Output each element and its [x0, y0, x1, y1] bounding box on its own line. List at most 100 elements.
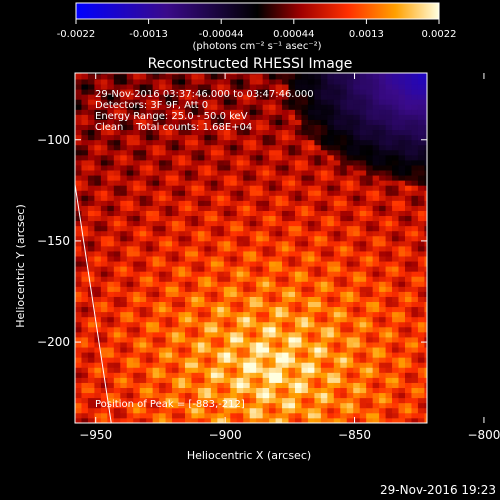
- heatmap-cell: [340, 104, 348, 110]
- heatmap-cell: [217, 301, 225, 308]
- heatmap-cell: [314, 134, 322, 141]
- heatmap-cell: [230, 316, 238, 323]
- heatmap-cell: [269, 154, 276, 161]
- heatmap-cell: [197, 256, 205, 262]
- heatmap-cell: [204, 347, 212, 353]
- heatmap-cell: [230, 311, 238, 318]
- heatmap-cell: [178, 89, 186, 95]
- heatmap-cell: [133, 367, 141, 373]
- heatmap-cell: [320, 210, 328, 217]
- heatmap-cell: [301, 240, 309, 247]
- heatmap-cell: [269, 352, 276, 358]
- heatmap-cell: [262, 215, 270, 222]
- heatmap-cell: [75, 357, 82, 363]
- heatmap-cell: [282, 94, 289, 100]
- heatmap-cell: [139, 129, 147, 136]
- heatmap-cell: [256, 392, 264, 399]
- heatmap-cell: [392, 402, 399, 409]
- heatmap-cell: [385, 205, 393, 211]
- heatmap-cell: [133, 392, 141, 399]
- heatmap-cell: [372, 357, 380, 363]
- heatmap-cell: [398, 210, 406, 217]
- heatmap-cell: [243, 357, 251, 363]
- heatmap-cell: [411, 99, 419, 105]
- heatmap-cell: [197, 230, 205, 237]
- heatmap-cell: [301, 407, 309, 414]
- heatmap-cell: [301, 159, 309, 166]
- heatmap-cell: [346, 306, 354, 313]
- heatmap-cell: [288, 407, 296, 414]
- heatmap-cell: [314, 139, 322, 146]
- heatmap-cell: [81, 286, 89, 292]
- heatmap-cell: [327, 170, 335, 176]
- heatmap-cell: [269, 185, 276, 191]
- heatmap-cell: [320, 109, 328, 115]
- heatmap-cell: [320, 261, 328, 267]
- heatmap-cell: [75, 124, 82, 131]
- heatmap-cell: [417, 89, 425, 95]
- heatmap-cell: [340, 251, 348, 257]
- heatmap-cell: [81, 306, 89, 313]
- heatmap-cell: [100, 251, 108, 257]
- heatmap-cell: [191, 296, 199, 303]
- heatmap-cell: [178, 266, 186, 272]
- heatmap-cell: [314, 276, 322, 282]
- heatmap-cell: [372, 109, 380, 115]
- heatmap-cell: [94, 230, 102, 237]
- heatmap-cell: [295, 342, 302, 348]
- heatmap-cell: [405, 412, 412, 419]
- heatmap-cell: [385, 337, 393, 343]
- heatmap-cell: [197, 392, 205, 399]
- heatmap-cell: [301, 170, 309, 176]
- heatmap-cell: [81, 200, 89, 206]
- heatmap-cell: [126, 387, 134, 394]
- heatmap-cell: [249, 74, 257, 80]
- heatmap-cell: [320, 412, 328, 419]
- heatmap-cell: [359, 79, 367, 85]
- heatmap-cell: [185, 397, 192, 404]
- heatmap-cell: [165, 296, 173, 303]
- heatmap-cell: [314, 170, 322, 176]
- heatmap-cell: [262, 296, 270, 303]
- heatmap-cell: [94, 73, 102, 75]
- heatmap-cell: [256, 200, 264, 206]
- heatmap-cell: [172, 367, 179, 373]
- heatmap-cell: [210, 245, 218, 252]
- heatmap-cell: [185, 175, 192, 181]
- heatmap-cell: [405, 109, 412, 115]
- heatmap-cell: [295, 109, 302, 115]
- heatmap-cell: [230, 165, 238, 171]
- heatmap-cell: [243, 331, 251, 338]
- heatmap-cell: [249, 144, 257, 151]
- heatmap-cell: [424, 134, 427, 141]
- heatmap-cell: [307, 210, 315, 217]
- heatmap-cell: [230, 412, 238, 419]
- heatmap-cell: [210, 79, 218, 85]
- heatmap-cell: [269, 220, 276, 227]
- heatmap-cell: [107, 266, 115, 272]
- heatmap-cell: [256, 397, 264, 404]
- heatmap-cell: [81, 215, 89, 222]
- heatmap-cell: [269, 382, 276, 388]
- heatmap-cell: [165, 124, 173, 131]
- heatmap-cell: [210, 397, 218, 404]
- heatmap-cell: [94, 114, 102, 120]
- heatmap-cell: [223, 347, 231, 353]
- heatmap-cell: [320, 165, 328, 171]
- heatmap-cell: [113, 377, 121, 383]
- heatmap-cell: [269, 311, 276, 318]
- heatmap-cell: [87, 230, 95, 237]
- heatmap-cell: [424, 382, 427, 388]
- heatmap-cell: [94, 352, 102, 358]
- heatmap-cell: [372, 402, 380, 409]
- heatmap-cell: [120, 362, 128, 368]
- heatmap-cell: [327, 256, 335, 262]
- heatmap-cell: [113, 190, 121, 196]
- heatmap-cell: [346, 316, 354, 323]
- heatmap-cell: [146, 144, 154, 151]
- heatmap-cell: [146, 205, 154, 211]
- heatmap-cell: [353, 412, 361, 419]
- heatmap-cell: [392, 316, 399, 323]
- heatmap-cell: [295, 94, 302, 100]
- heatmap-cell: [204, 412, 212, 419]
